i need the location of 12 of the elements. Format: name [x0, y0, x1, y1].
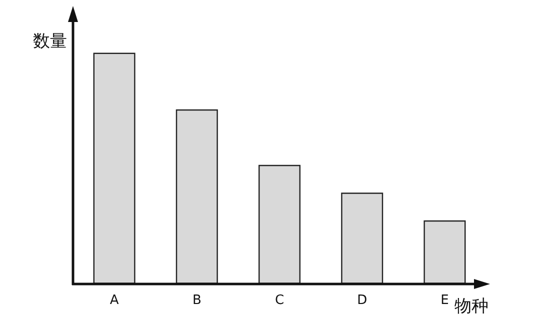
bar — [424, 220, 466, 284]
x-tick-label: D — [357, 293, 368, 308]
x-axis-title: 物种 — [454, 296, 489, 316]
x-tick-label: E — [440, 293, 449, 308]
x-tick-label: C — [274, 293, 284, 308]
bar — [258, 164, 300, 284]
x-tick-label: A — [110, 293, 119, 308]
bar — [176, 109, 218, 284]
bar — [341, 192, 384, 284]
y-axis-title: 数量 — [33, 32, 67, 52]
bar — [93, 52, 136, 284]
x-tick-label: B — [192, 293, 202, 308]
